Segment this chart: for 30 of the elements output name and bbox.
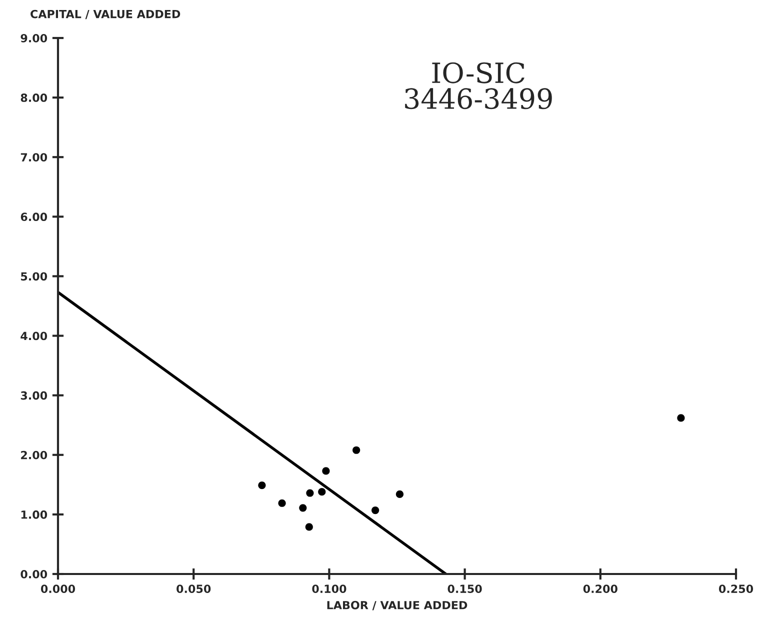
x-tick-label: 0.200 [583,584,618,594]
y-axis-title: CAPITAL / VALUE ADDED [30,10,180,20]
point [299,504,307,512]
y-tick-label: 1.00 [21,510,48,519]
x-tick-label: 0.100 [312,584,346,594]
point [306,489,314,497]
point [322,467,330,475]
y-tick-label: 8.00 [20,94,48,102]
x-tick-label: 0.050 [176,584,211,594]
point [258,481,266,490]
y-tick-label: 4.00 [20,332,48,340]
point [396,490,404,498]
y-tick-label: 7.00 [20,153,48,162]
y-tick-label: 2.00 [21,450,48,460]
point [318,488,326,496]
point [677,414,685,422]
point [372,506,380,514]
x-tick-label: 0.150 [448,584,482,594]
y-tick-label: 3.00 [20,391,48,400]
y-tick-label: 9.00 [20,34,48,42]
x-tick-label: 0.250 [718,584,754,594]
point [352,446,360,454]
y-tick-label: 0.00 [20,570,48,578]
point [278,499,286,507]
x-axis-title: LABOR / VALUE ADDED [327,600,468,610]
y-tick-label: 6.00 [20,212,48,222]
point [305,523,313,531]
text: IO-SIC 3446-3499 [405,62,552,110]
x-tick-label: 0.000 [40,584,76,594]
y-tick-label: 5.00 [21,272,48,281]
